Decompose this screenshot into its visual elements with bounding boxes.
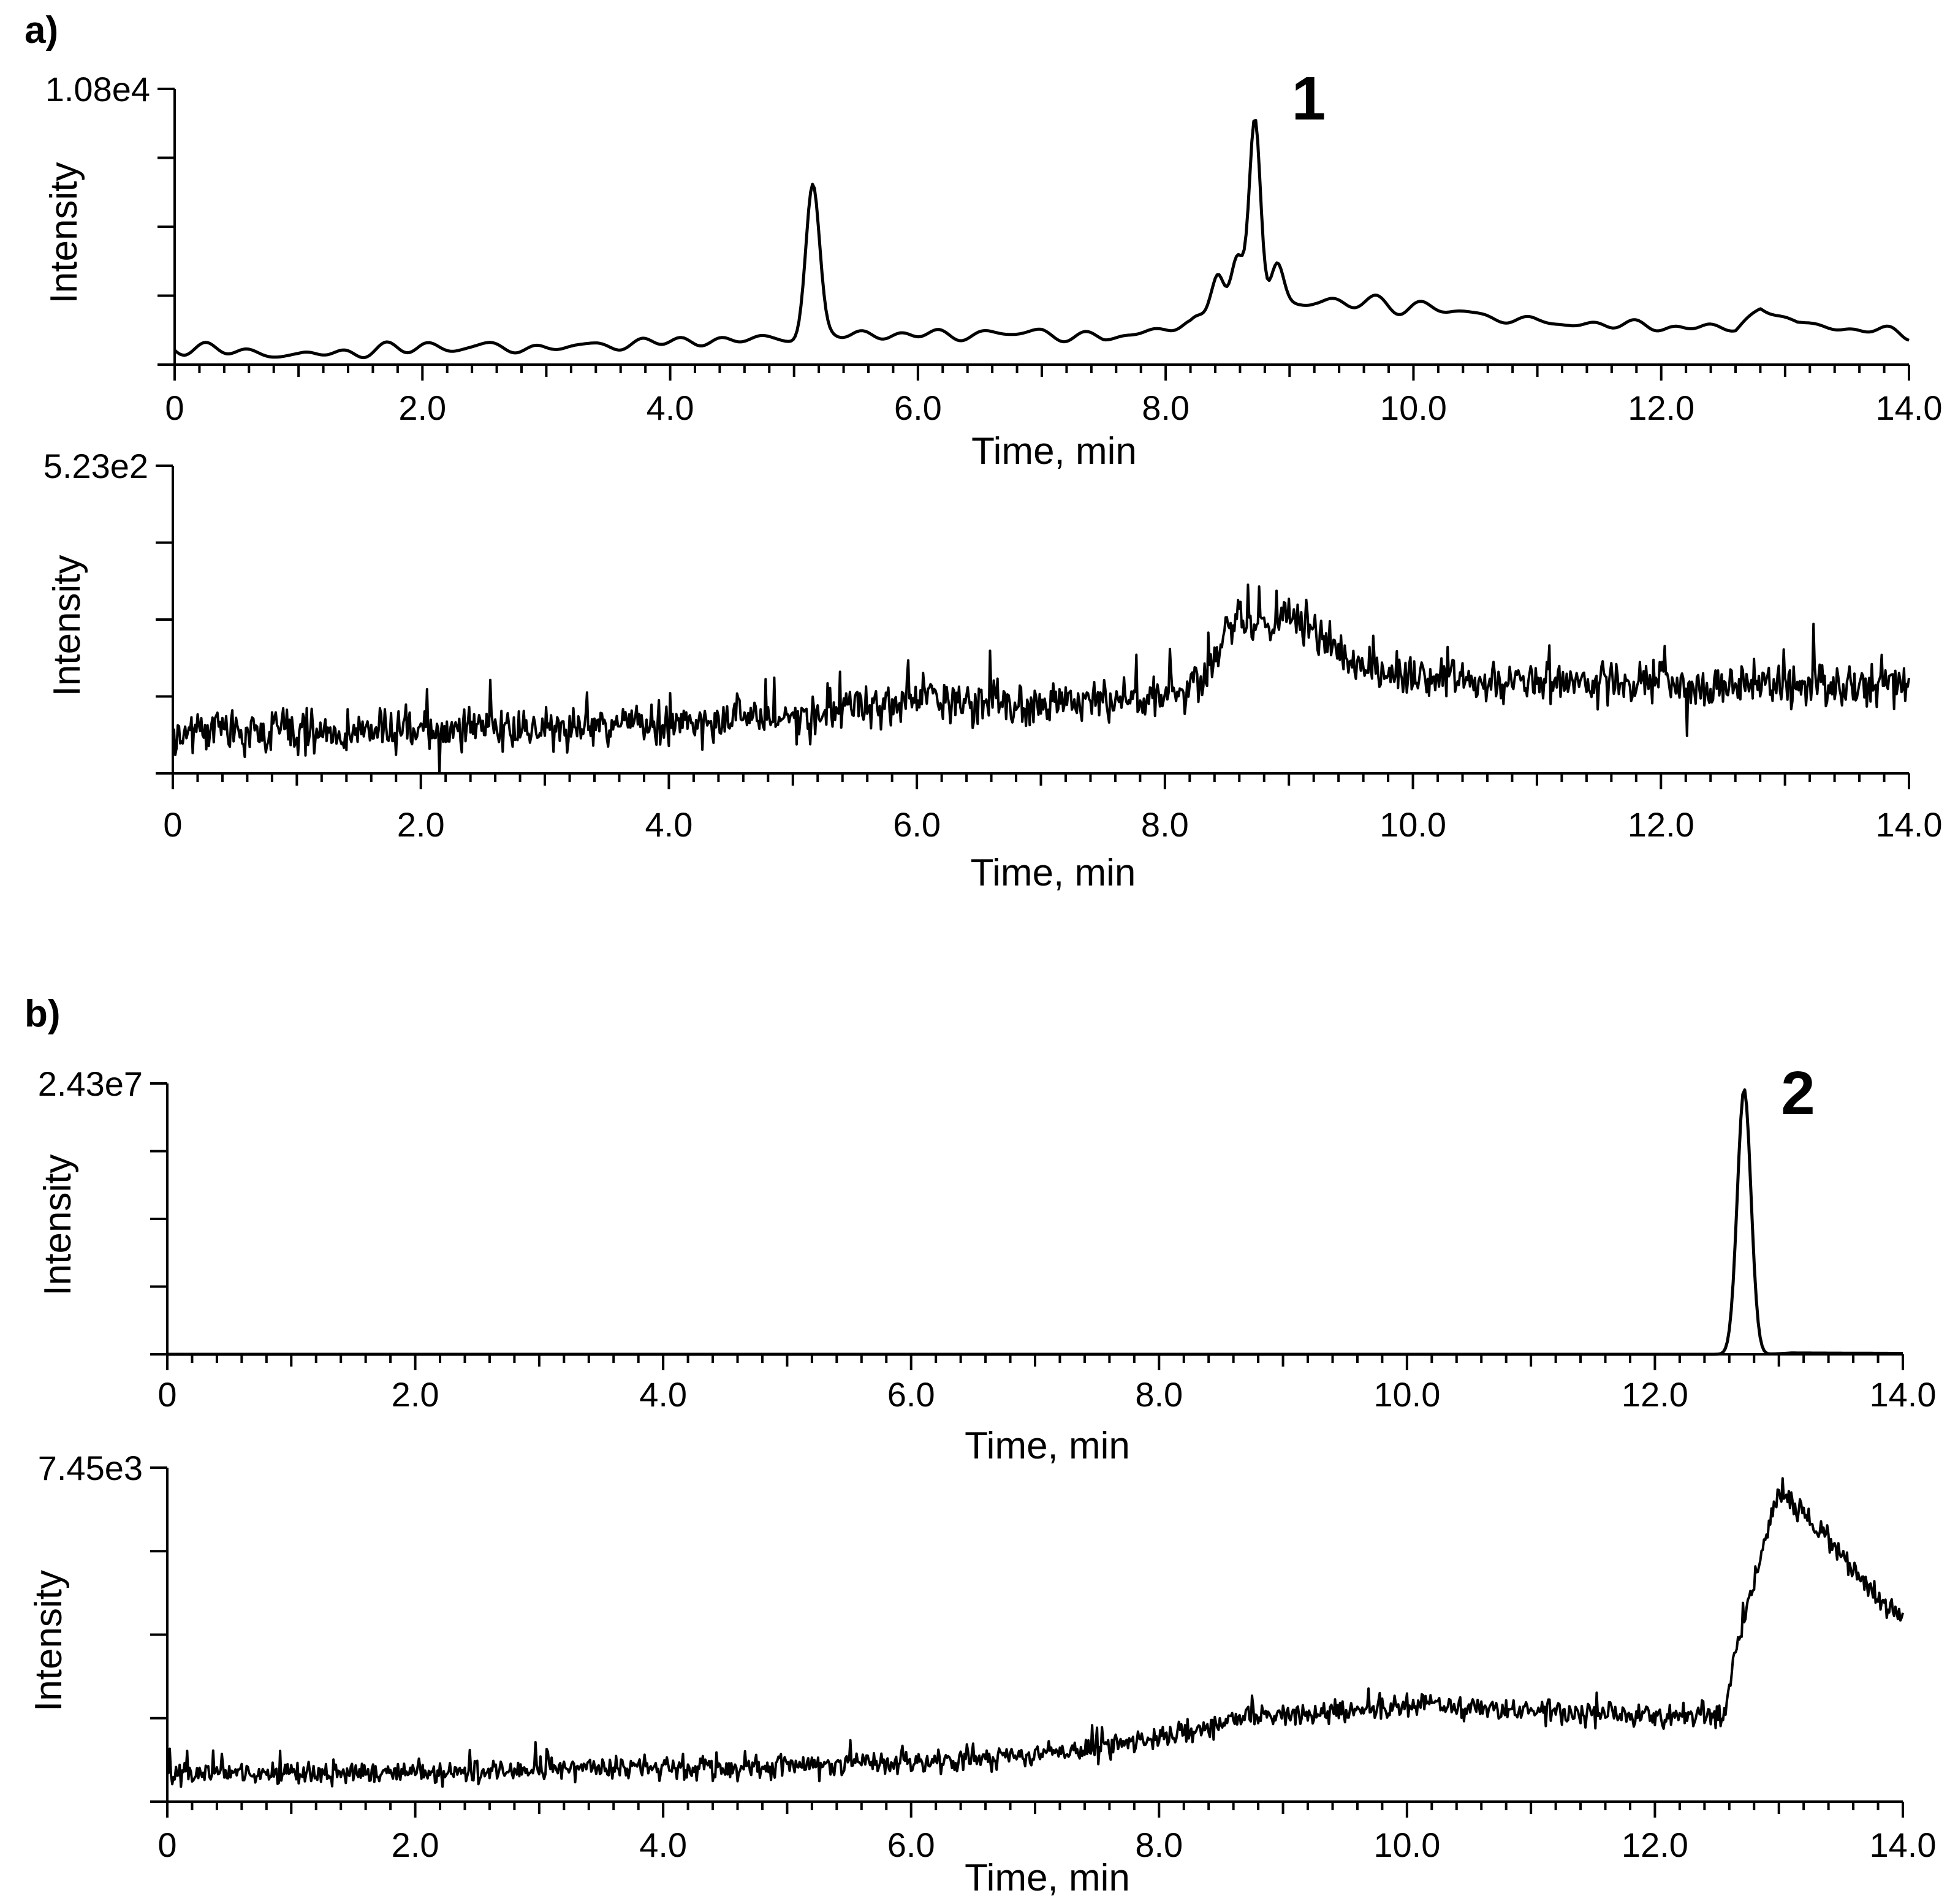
- x-tick-label: 0: [157, 1826, 176, 1864]
- x-axis-title: Time, min: [971, 430, 1137, 472]
- series-line: [167, 1088, 1903, 1356]
- y-axis-title: Intensity: [43, 162, 85, 304]
- x-tick-label: 10.0: [1373, 1375, 1440, 1414]
- x-tick-label: 12.0: [1628, 389, 1694, 427]
- x-tick-label: 6.0: [894, 389, 942, 427]
- x-tick-label: 4.0: [639, 1826, 687, 1864]
- peak-annotation-label: 1: [1292, 64, 1326, 133]
- x-tick-label: 14.0: [1870, 1826, 1937, 1864]
- x-axis-title: Time, min: [965, 1857, 1130, 1899]
- x-tick-label: 2.0: [392, 1826, 439, 1864]
- x-tick-label: 10.0: [1379, 805, 1446, 844]
- x-tick-label: 4.0: [647, 389, 694, 427]
- series-line: [172, 583, 1910, 775]
- y-max-label: 5.23e2: [44, 447, 148, 485]
- series-line: [166, 1477, 1904, 1788]
- x-tick-label: 6.0: [887, 1375, 935, 1414]
- x-tick-label: 4.0: [645, 805, 693, 844]
- panel-label-a: a): [25, 9, 58, 51]
- x-tick-label: 2.0: [397, 805, 445, 844]
- chart-a1: 0 2.0 4.0 6.0 8.0 10.0 12.0 14.0 1.08e4 Time, min…: [43, 64, 1943, 472]
- y-axis-title: Intensity: [28, 1570, 70, 1712]
- x-tick-label: 4.0: [639, 1375, 687, 1414]
- y-max-label: 7.45e3: [38, 1449, 143, 1487]
- y-max-label: 1.08e4: [45, 70, 150, 108]
- y-max-label: 2.43e7: [38, 1064, 143, 1103]
- x-tick-label: 12.0: [1622, 1375, 1688, 1414]
- x-tick-label: 14.0: [1876, 389, 1943, 427]
- x-tick-label: 8.0: [1141, 805, 1189, 844]
- chart-a2: 0 2.0 4.0 6.0 8.0 10.0 12.0 14.0 5.23e2 Time, min…: [44, 447, 1943, 894]
- x-tick-label: 0: [163, 805, 182, 844]
- x-tick-label: 8.0: [1135, 1826, 1183, 1864]
- x-tick-label: 14.0: [1876, 805, 1943, 844]
- y-axis-title: Intensity: [46, 555, 88, 697]
- x-tick-label: 8.0: [1142, 389, 1190, 427]
- x-tick-label: 10.0: [1373, 1826, 1440, 1864]
- x-tick-label: 8.0: [1135, 1375, 1183, 1414]
- x-tick-label: 2.0: [398, 389, 446, 427]
- x-tick-label: 0: [165, 389, 184, 427]
- x-tick-label: 12.0: [1628, 805, 1694, 844]
- x-tick-label: 6.0: [893, 805, 941, 844]
- x-axis-title: Time, min: [971, 852, 1136, 894]
- chart-b2: 0 2.0 4.0 6.0 8.0 10.0 12.0 14.0 7.45e3 Time, min…: [28, 1449, 1937, 1899]
- y-axis-title: Intensity: [37, 1155, 79, 1296]
- x-tick-label: 0: [157, 1375, 176, 1414]
- x-tick-label: 12.0: [1622, 1826, 1688, 1864]
- peak-annotation-label: 2: [1781, 1059, 1815, 1128]
- x-tick-label: 6.0: [887, 1826, 935, 1864]
- panel-label-b: b): [25, 993, 61, 1035]
- chart-b1: 0 2.0 4.0 6.0 8.0 10.0 12.0 14.0 2.43e7 Time, min…: [37, 1059, 1937, 1467]
- series-line: [173, 118, 1910, 360]
- x-axis-title: Time, min: [965, 1425, 1130, 1467]
- x-tick-label: 2.0: [392, 1375, 439, 1414]
- x-tick-label: 14.0: [1870, 1375, 1937, 1414]
- x-tick-label: 10.0: [1380, 389, 1447, 427]
